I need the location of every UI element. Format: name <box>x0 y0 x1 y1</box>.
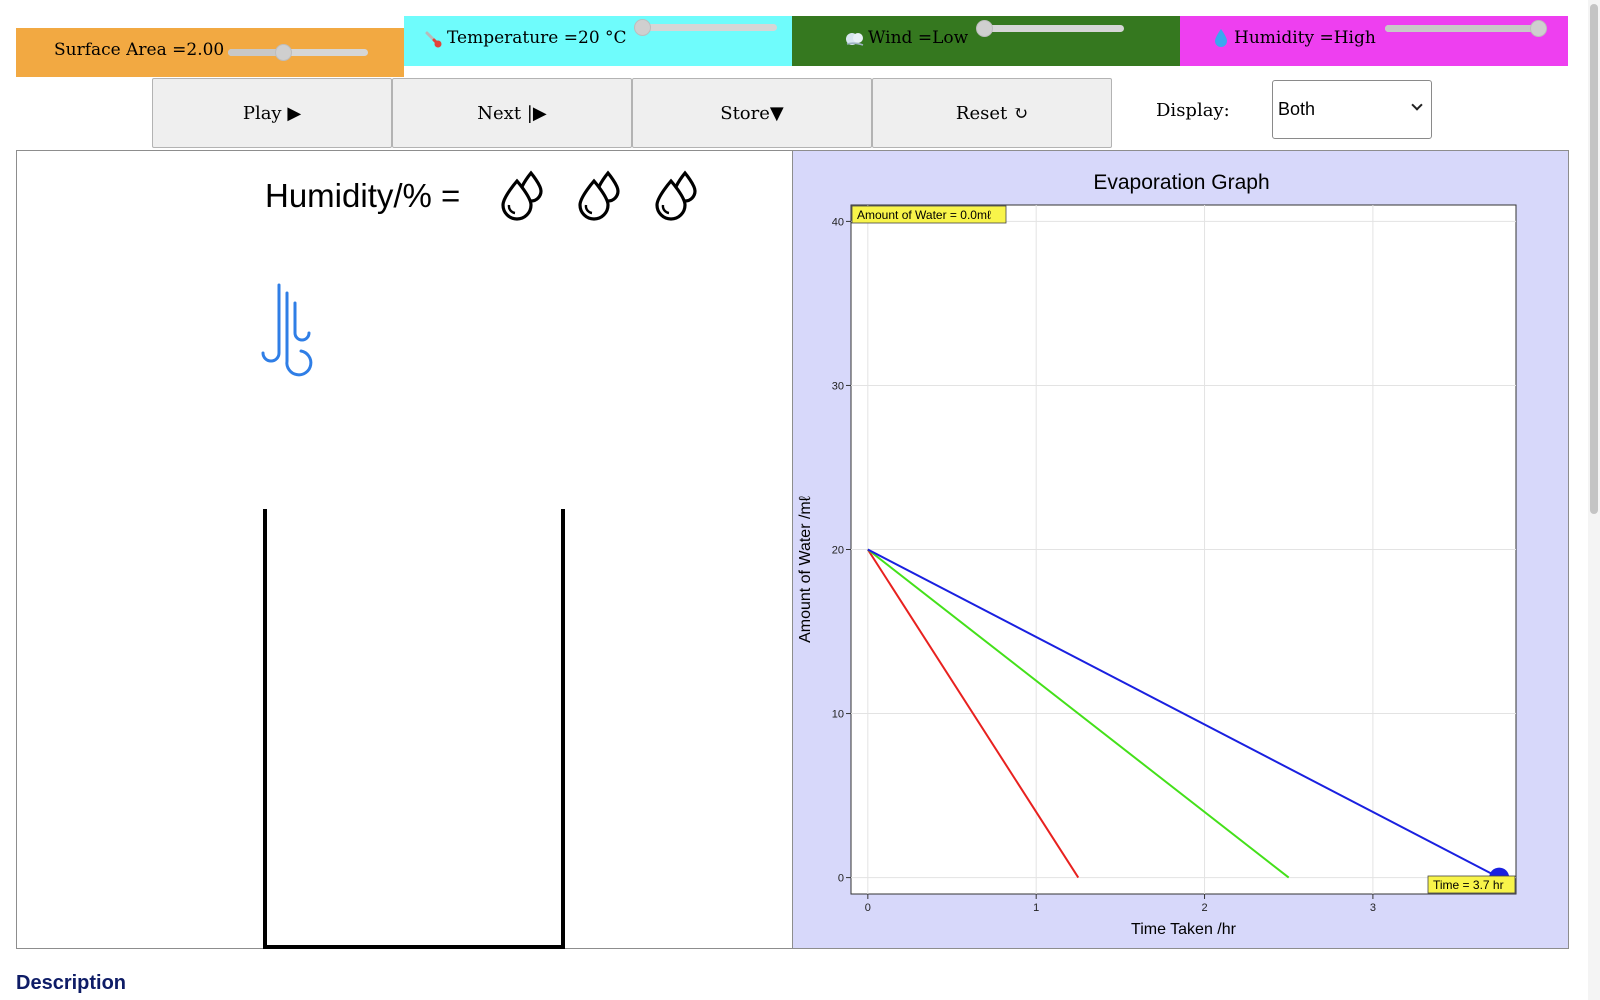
y-tick-label: 0 <box>838 873 844 885</box>
display-select-value: Both <box>1278 99 1316 119</box>
humidity-drops-icon <box>655 170 697 221</box>
surface-area-slider-fill <box>228 49 283 56</box>
wind-label: Wind =Low <box>868 28 969 48</box>
x-axis-label: Time Taken /hr <box>1131 921 1237 938</box>
temperature-label: Temperature =20 °C <box>447 28 627 48</box>
y-axis-label: Amount of Water /mℓ <box>797 496 814 643</box>
x-tick-label: 2 <box>1201 902 1207 914</box>
time-tag-box <box>1427 875 1516 894</box>
surface-area-control: Surface Area =2.00 <box>16 28 404 77</box>
series-line-1 <box>866 548 1080 879</box>
y-tick-label: 20 <box>832 545 844 557</box>
description-heading: Description <box>16 972 127 994</box>
y-tick-label: 40 <box>832 216 844 228</box>
display-select[interactable]: Both <box>1272 80 1432 139</box>
graph-panel: Evaporation Graph 0 1 2 3 0 10 20 30 40 Time Take… <box>792 150 1569 949</box>
wind-slider-knob[interactable] <box>976 20 993 37</box>
surface-area-slider-knob[interactable] <box>274 44 292 61</box>
y-tick-label: 10 <box>832 709 844 721</box>
humidity-drops-icon <box>501 170 543 221</box>
temperature-slider[interactable] <box>634 19 777 36</box>
display-label: Display: <box>1156 100 1230 121</box>
humidity-label: Humidity =High <box>1234 28 1376 48</box>
next-button[interactable]: Next |▶ <box>392 78 632 148</box>
page-scrollbar[interactable] <box>1588 0 1600 1000</box>
temperature-control: Temperature =20 °C <box>404 16 792 66</box>
humidity-slider[interactable] <box>1385 20 1547 37</box>
amount-tag-label: Amount of Water = 0.0mℓ <box>857 208 991 222</box>
surface-area-slider[interactable] <box>228 44 368 61</box>
simulation-panel: Humidity/% = <box>16 150 793 949</box>
wind-control: Wind =Low <box>792 16 1180 66</box>
store-button[interactable]: Store▼ <box>632 78 872 148</box>
chart-title: Evaporation Graph <box>1093 171 1270 194</box>
chevron-down-icon <box>1411 99 1423 111</box>
amount-tag-box <box>851 205 1007 224</box>
x-tick-label: 1 <box>1033 902 1039 914</box>
humidity-drops-icon <box>578 170 620 221</box>
time-tag-label: Time = 3.7 hr <box>1433 878 1504 892</box>
wind-slider[interactable] <box>976 20 1124 37</box>
humidity-slider-knob[interactable] <box>1530 20 1547 37</box>
wind-face-icon <box>844 30 866 55</box>
x-tick-label: 0 <box>865 902 871 914</box>
thermometer-icon <box>424 30 444 55</box>
temperature-slider-knob[interactable] <box>634 19 651 36</box>
wind-icon <box>261 283 313 377</box>
series-line-2 <box>867 548 1290 879</box>
scrollbar-thumb[interactable] <box>1590 4 1598 514</box>
reset-button[interactable]: Reset ↻ <box>872 78 1112 148</box>
beaker <box>263 509 565 949</box>
play-button[interactable]: Play ▶ <box>152 78 392 148</box>
humidity-slider-fill <box>1385 25 1538 32</box>
surface-area-label: Surface Area =2.00 <box>54 40 225 60</box>
y-tick-label: 30 <box>832 380 844 392</box>
x-tick-label: 3 <box>1370 902 1376 914</box>
series-line-3 <box>867 548 1500 879</box>
humidity-percent-label: Humidity/% = <box>265 177 461 214</box>
droplet-icon <box>1214 28 1228 53</box>
humidity-control: Humidity =High <box>1180 16 1568 66</box>
